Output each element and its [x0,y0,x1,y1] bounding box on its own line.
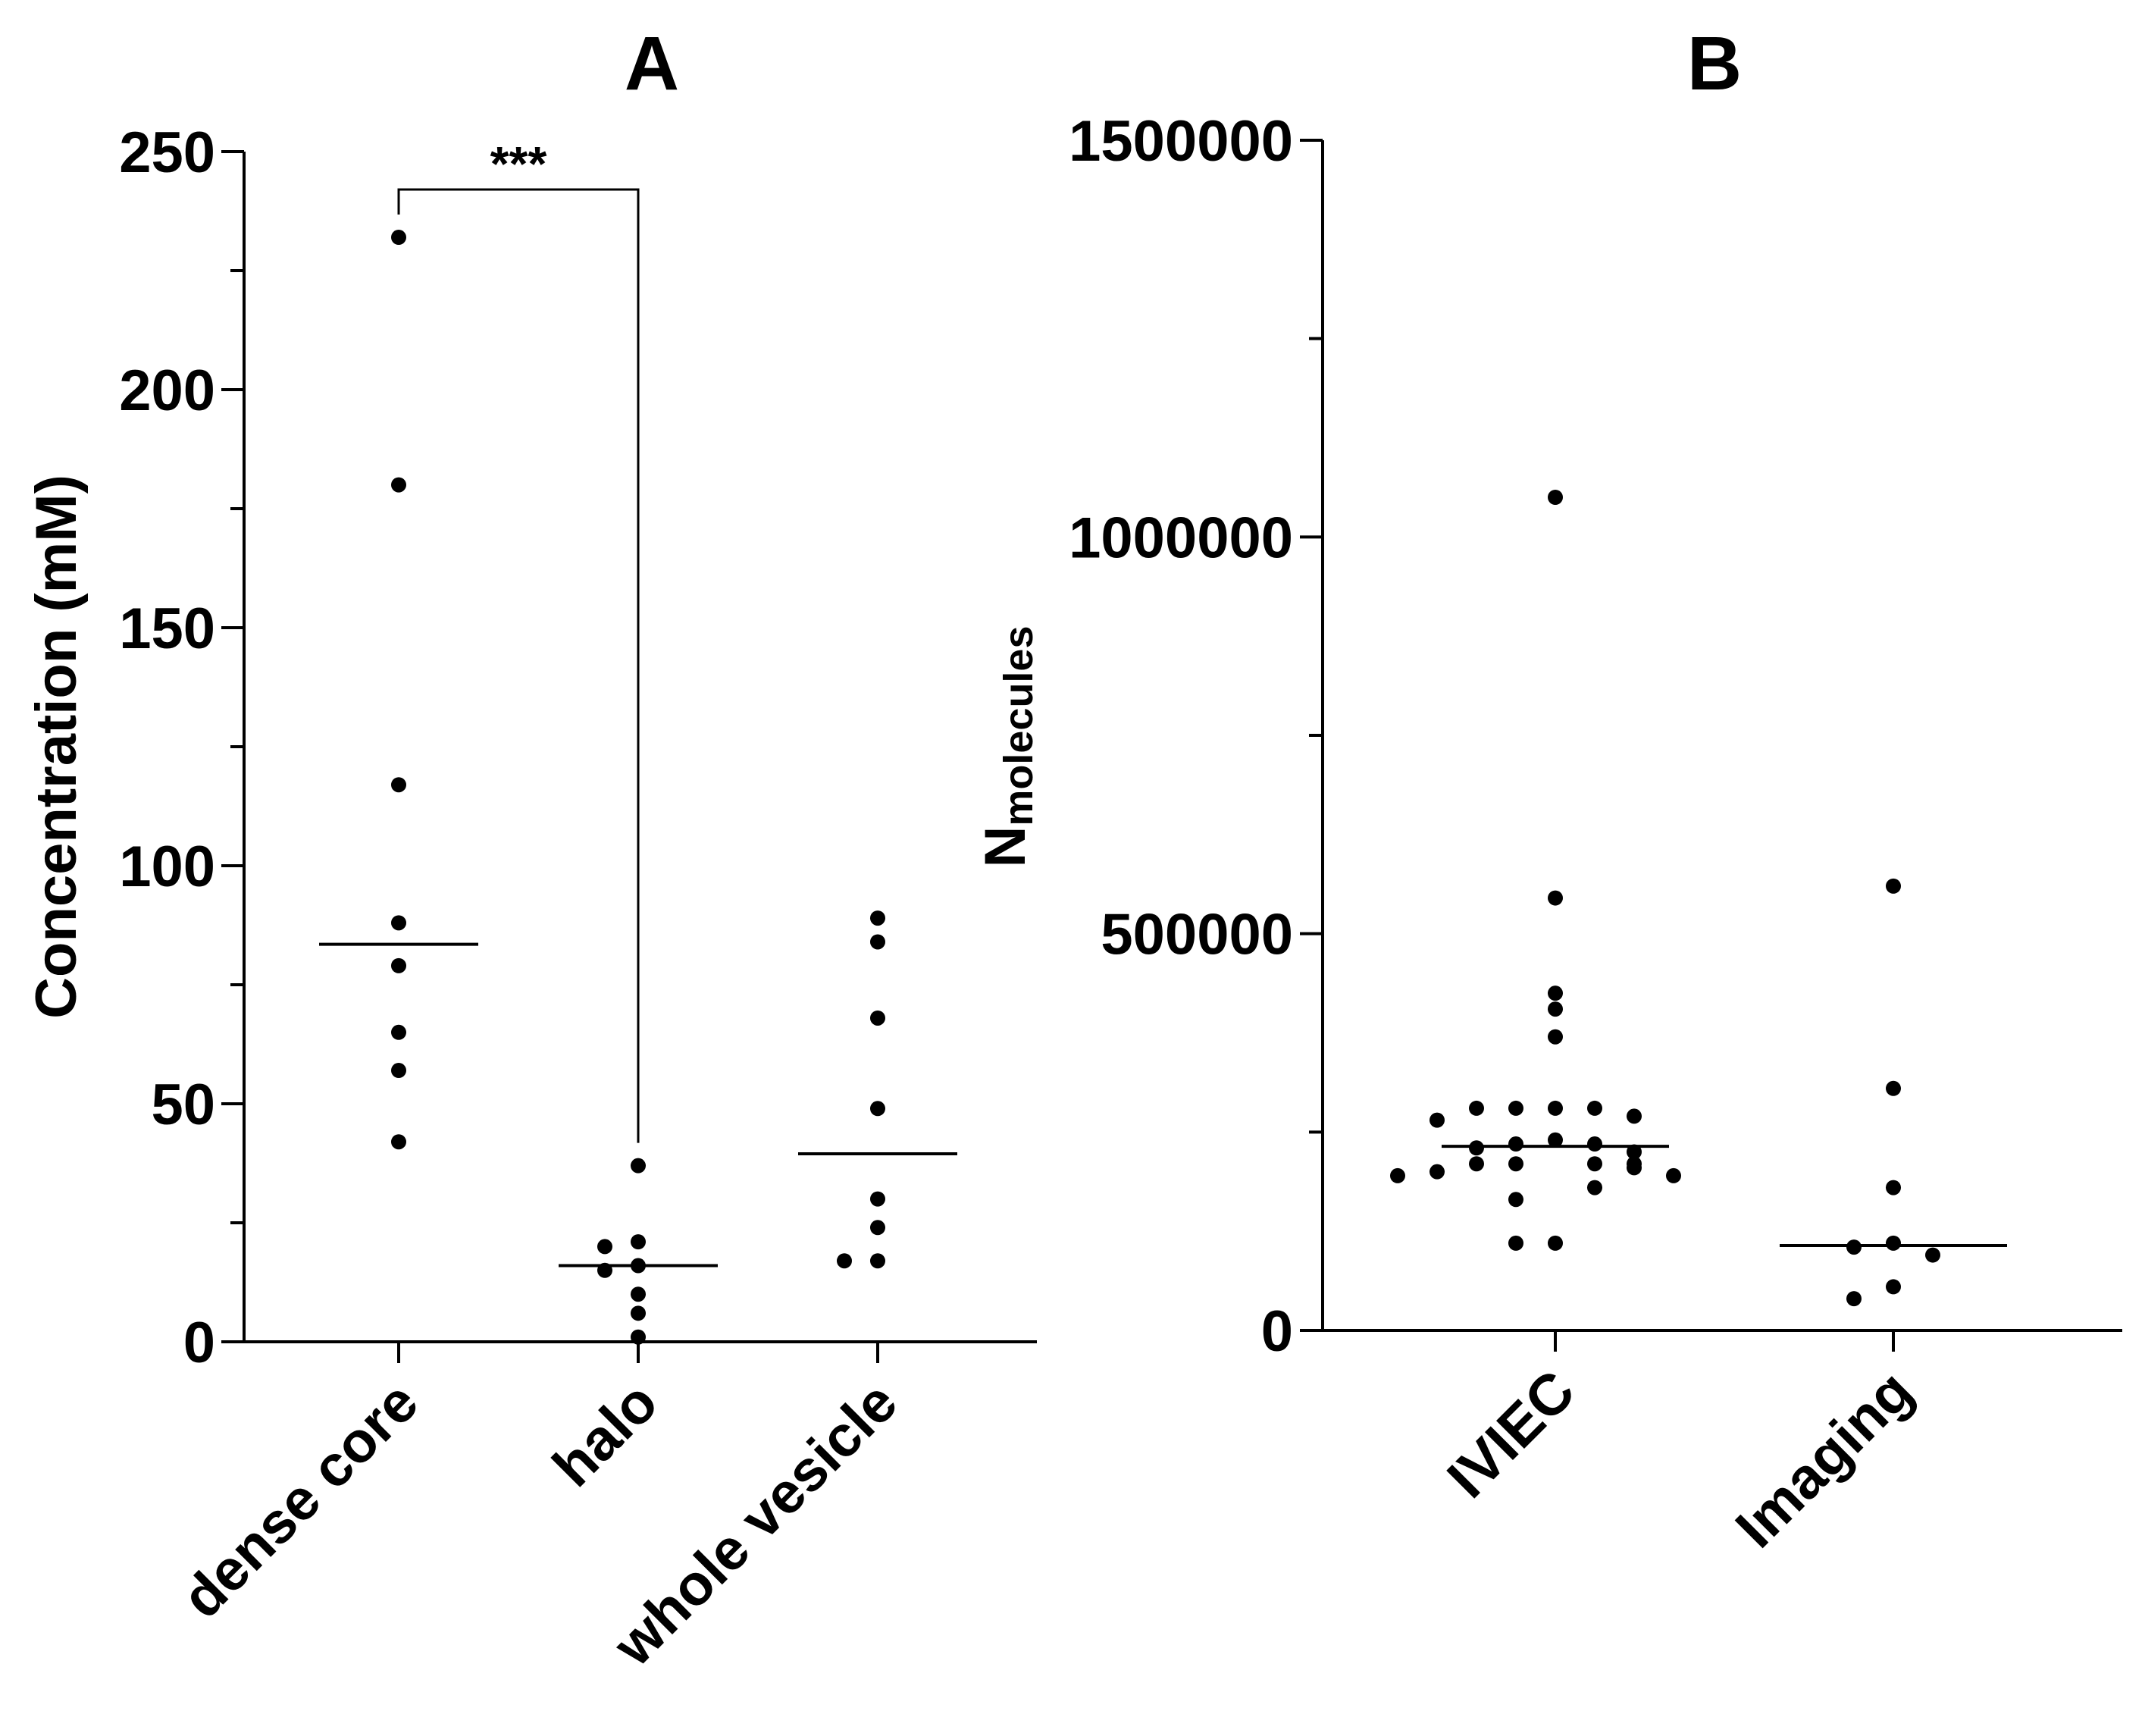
significance-bracket [397,188,640,1143]
y-tick-label: 0 [1261,1299,1293,1364]
x-tick-label: IVIEC [1436,1358,1587,1510]
data-point [1587,1156,1602,1172]
data-point [1508,1136,1523,1152]
data-point [631,1234,646,1250]
data-point [1587,1136,1602,1152]
panel-a: A 0 50 100 150 200 250 Concentration (mM) dense … [24,21,1037,1678]
data-point [870,934,885,950]
data-point [1548,890,1563,906]
data-point [391,777,406,793]
x-tick-label: dense core [170,1370,431,1631]
data-point [1666,1167,1681,1183]
data-point [870,1191,885,1207]
data-point [870,1253,885,1269]
data-point [391,477,406,493]
y-axis-title-subscript: molecules [996,625,1041,826]
data-point [1548,1029,1563,1045]
data-point [631,1305,646,1321]
significance-label: *** [490,136,547,191]
data-point [1846,1291,1862,1307]
data-point [1469,1156,1484,1172]
data-point [1886,1080,1901,1096]
data-point [391,1024,406,1040]
panel-b: B 0 500000 1000000 1500000 Nmolecules IVIEC Ima… [973,21,2122,1560]
data-point [1886,1279,1901,1295]
data-point [391,915,406,931]
data-point [870,1220,885,1236]
x-tick-label: Imaging [1724,1358,1925,1560]
y-tick-label: 150 [119,597,215,661]
data-point [391,230,406,246]
y-tick-label: 0 [183,1311,215,1375]
data-point [1846,1239,1862,1255]
data-point [1548,1001,1563,1017]
data-point [1627,1144,1642,1160]
data-point [1548,490,1563,505]
data-point [631,1158,646,1174]
data-point [1925,1247,1940,1263]
data-point [391,1134,406,1150]
data-point [1548,986,1563,1001]
data-point [1390,1167,1405,1183]
data-point [631,1329,646,1345]
data-point [1627,1160,1642,1176]
y-tick-label: 100 [119,835,215,899]
data-point [1548,1132,1563,1148]
data-point [1886,1180,1901,1195]
data-point [1508,1192,1523,1208]
data-point [1548,1235,1563,1251]
panel-letter-b: B [1687,21,1742,106]
y-axis-title: Nmolecules [973,625,1041,867]
data-point [870,1101,885,1117]
data-point [1587,1100,1602,1116]
data-point [837,1253,852,1269]
y-tick-label: 50 [151,1073,215,1137]
data-point [870,910,885,926]
y-tick-label: 500000 [1101,903,1293,967]
data-point [597,1239,612,1255]
data-point [1886,878,1901,894]
data-point [631,1286,646,1302]
data-point [870,1010,885,1026]
data-point [1548,1100,1563,1116]
y-tick-label: 200 [119,359,215,423]
data-point [1508,1235,1523,1251]
y-axis-title-main: N [973,826,1038,868]
data-point [1429,1112,1445,1128]
data-point [1587,1180,1602,1195]
data-point [1429,1164,1445,1180]
x-tick-label: halo [540,1370,670,1499]
panel-letter-a: A [625,21,679,106]
data-point [1508,1156,1523,1172]
data-point [1886,1235,1901,1251]
data-point [391,1063,406,1079]
y-tick-label: 250 [119,121,215,185]
data-point [1469,1100,1484,1116]
data-point [1627,1108,1642,1124]
data-point [597,1262,612,1278]
y-tick-label: 1000000 [1069,506,1293,570]
data-point [631,1258,646,1274]
y-axis-title: Concentration (mM) [24,475,89,1019]
data-point [1508,1100,1523,1116]
data-point [391,957,406,973]
data-point [1469,1140,1484,1156]
y-tick-label: 1500000 [1069,109,1293,174]
